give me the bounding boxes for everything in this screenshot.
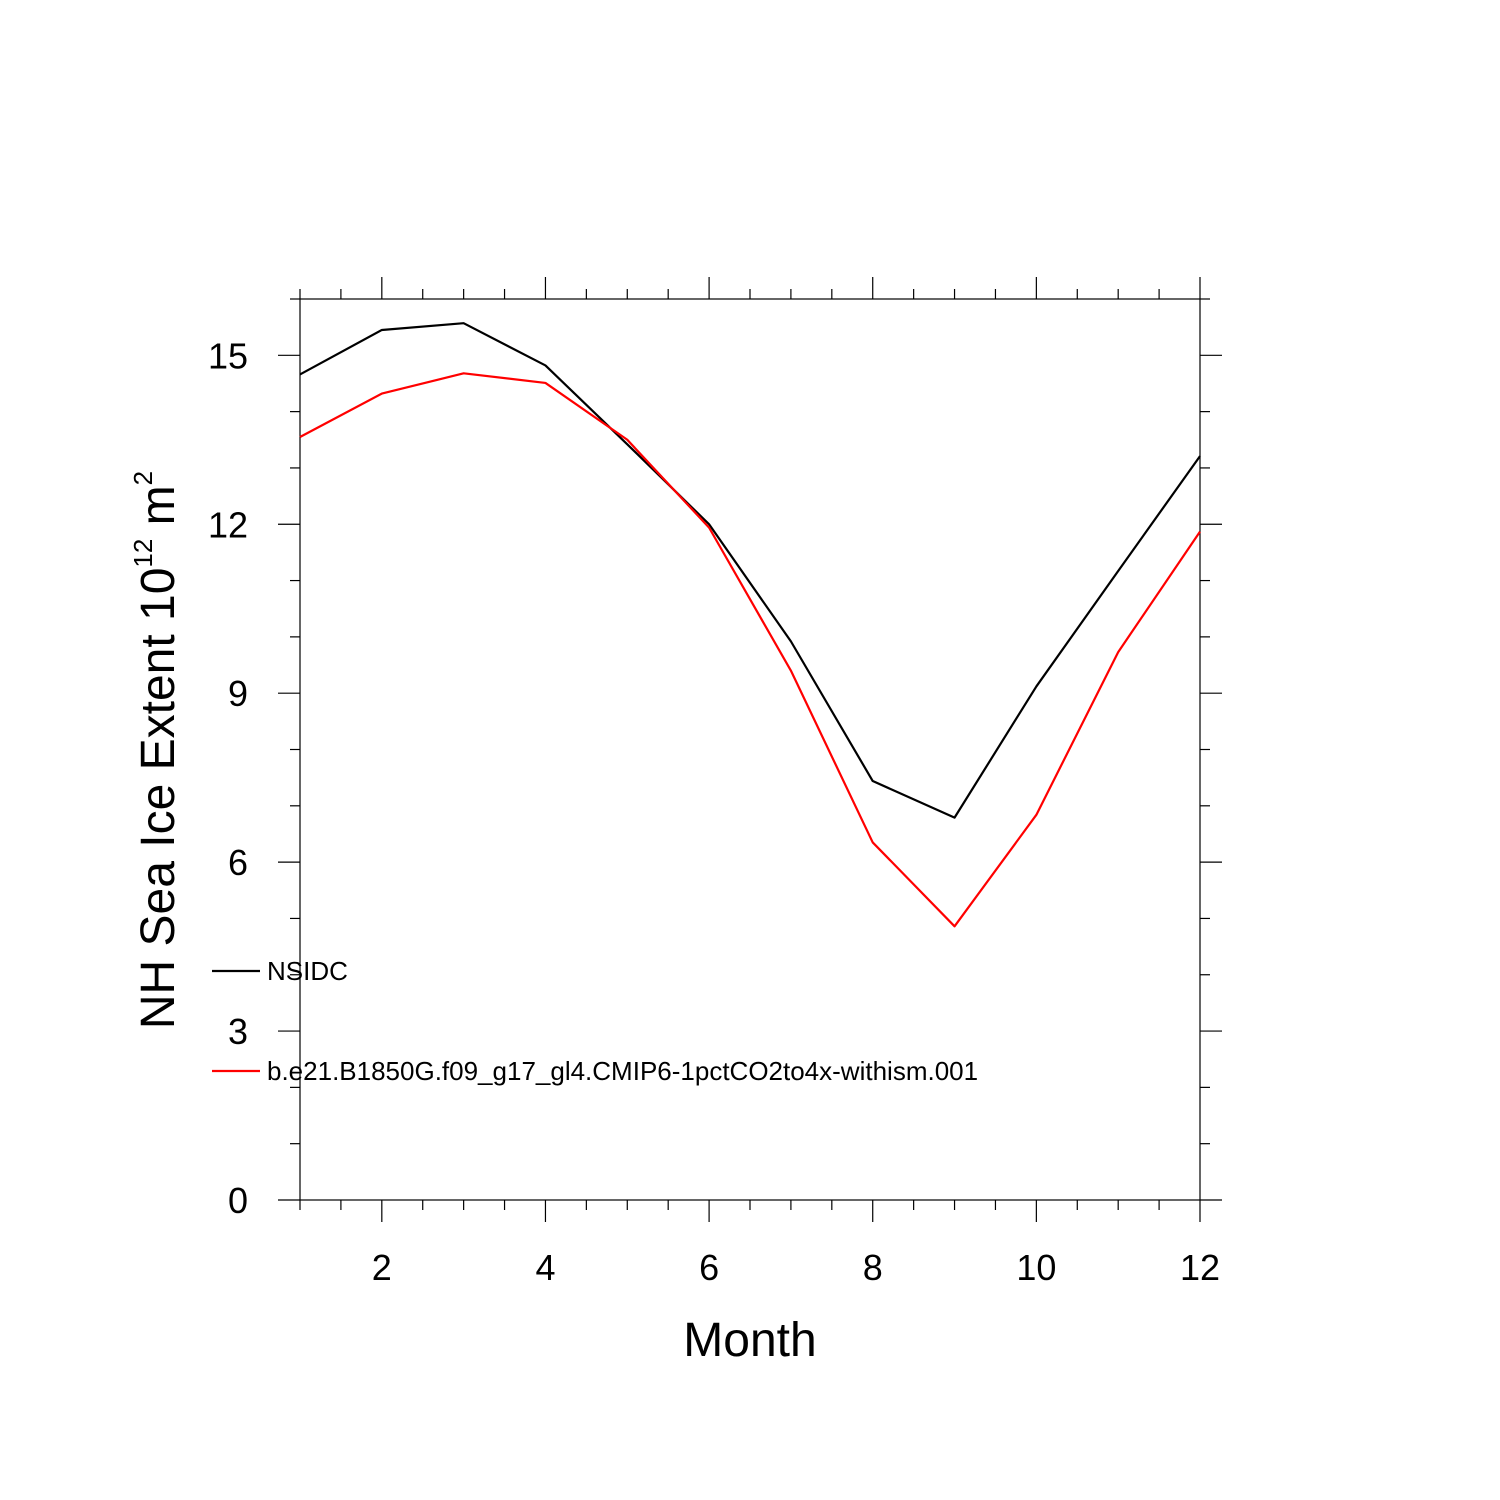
x-tick-label: 12 [1180, 1247, 1220, 1288]
x-tick-label: 8 [863, 1247, 883, 1288]
tick-labels: 2 4 6 8 10 12 0 3 6 9 12 15 [208, 335, 1220, 1288]
y-tick-label: 3 [228, 1011, 248, 1052]
x-tick-label: 10 [1016, 1247, 1056, 1288]
y-axis-title-unit-exponent: 2 [128, 471, 158, 485]
series-line-2 [299, 372, 1201, 928]
axis-ticks [278, 277, 1222, 1222]
x-tick-label: 4 [535, 1247, 555, 1288]
series-line-1 [299, 322, 1201, 819]
y-tick-label: 6 [228, 842, 248, 883]
x-tick-label: 6 [699, 1247, 719, 1288]
legend: NSIDC b.e21.B1850G.f09_g17_gl4.CMIP6-1pct… [212, 956, 978, 1086]
series-lines [299, 322, 1201, 928]
legend-label-2: b.e21.B1850G.f09_g17_gl4.CMIP6-1pctCO2to… [267, 1056, 978, 1086]
y-axis-title-main: NH Sea Ice Extent 10 [132, 568, 185, 1030]
y-tick-label: 12 [208, 504, 248, 545]
y-axis-title: NH Sea Ice Extent 1012 m2 [128, 471, 185, 1029]
y-tick-label: 9 [228, 673, 248, 714]
legend-label-1: NSIDC [267, 956, 348, 986]
x-axis-title: Month [683, 1314, 816, 1367]
x-tick-label: 2 [372, 1247, 392, 1288]
y-tick-label: 0 [228, 1180, 248, 1221]
y-axis-title-exponent: 12 [128, 539, 158, 568]
y-axis-title-unit: m [132, 485, 185, 538]
y-tick-label: 15 [208, 335, 248, 376]
